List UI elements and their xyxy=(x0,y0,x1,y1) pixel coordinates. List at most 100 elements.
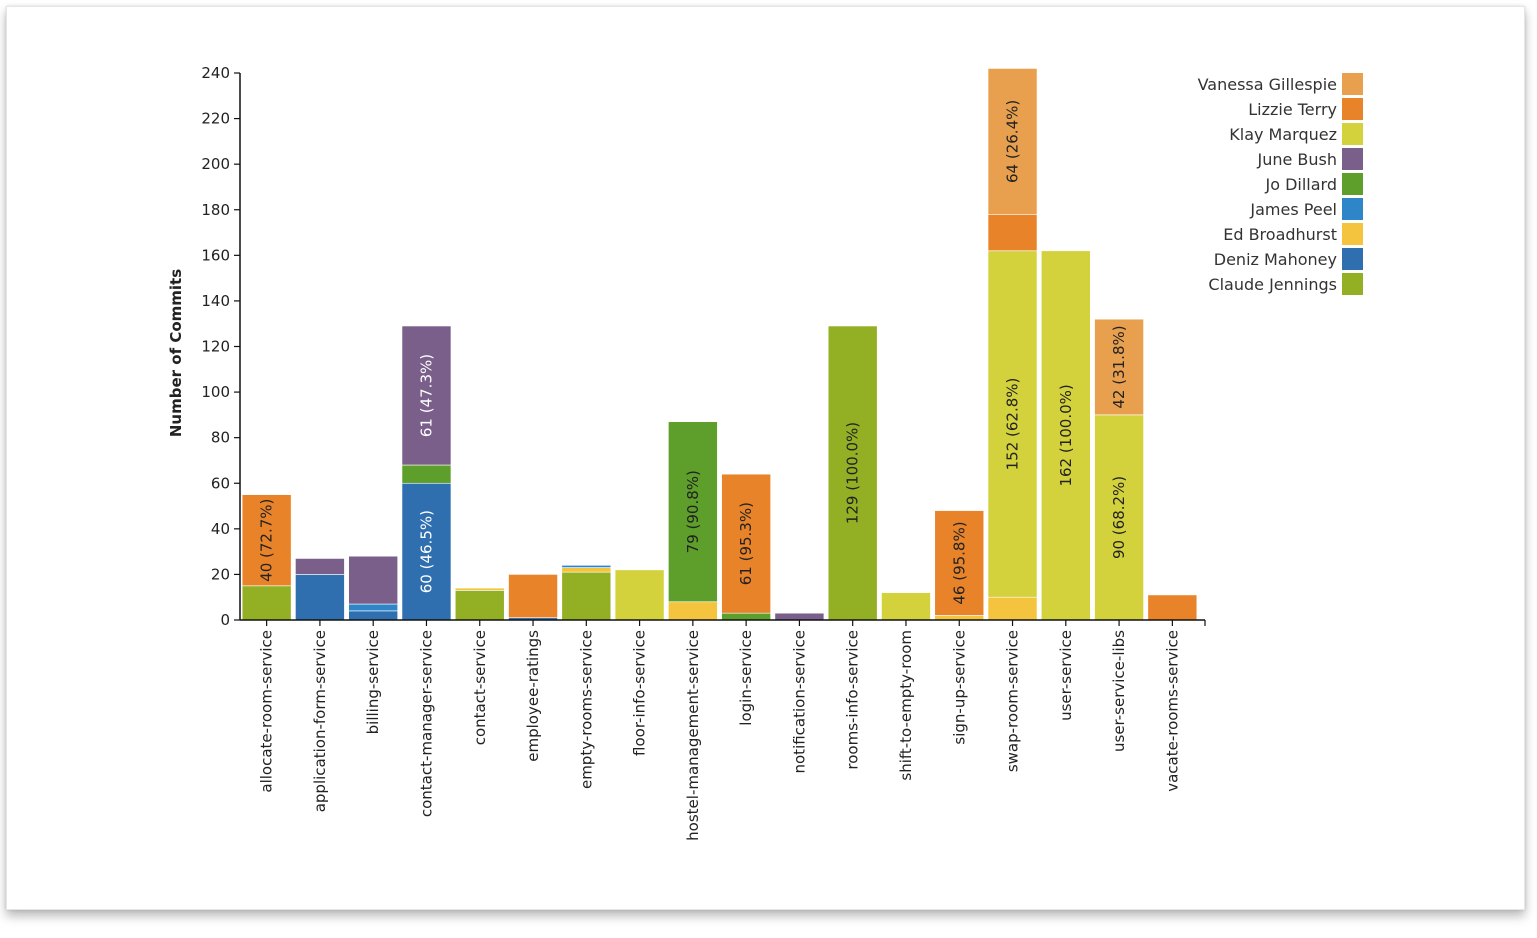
legend-item[interactable]: June Bush xyxy=(1256,148,1363,170)
x-tick-label: login-service xyxy=(737,630,755,726)
bars: Claude Jennings: 15Lizzie Terry: 40Deniz… xyxy=(241,68,1198,621)
bar-segment[interactable]: Klay Marquez: 22 xyxy=(614,569,665,621)
x-tick-label: vacate-rooms-service xyxy=(1163,630,1181,792)
bar-data-label: 42 (31.8%) xyxy=(1110,325,1128,408)
legend-item[interactable]: Claude Jennings xyxy=(1208,273,1363,295)
x-tick-label: contact-manager-service xyxy=(417,630,435,817)
y-tick-label: 80 xyxy=(211,429,230,447)
x-tick-label: notification-service xyxy=(790,630,808,774)
bar-segment[interactable]: June Bush: 61 xyxy=(401,325,452,466)
legend-item[interactable]: Jo Dillard xyxy=(1264,173,1363,195)
x-tick-label: empty-rooms-service xyxy=(577,630,595,789)
bar-segment[interactable]: Ed Broadhurst: 2 xyxy=(561,567,612,573)
x-tick-label: application-form-service xyxy=(311,630,329,812)
bar-segment[interactable]: Claude Jennings: 129 xyxy=(827,325,878,621)
legend-swatch xyxy=(1342,173,1363,195)
bar-segment[interactable]: Claude Jennings: 15 xyxy=(241,585,292,621)
bar-segment[interactable]: Ed Broadhurst: 10 xyxy=(987,596,1038,621)
y-tick-label: 60 xyxy=(211,474,230,492)
y-tick-label: 100 xyxy=(201,383,230,401)
y-tick-label: 240 xyxy=(201,64,230,82)
legend-swatch xyxy=(1342,248,1363,270)
bar-segment[interactable]: Deniz Mahoney: 4 xyxy=(348,610,399,621)
bar-segment[interactable]: June Bush: 3 xyxy=(774,612,825,621)
x-tick-label: shift-to-empty-room xyxy=(897,630,915,781)
y-tick-label: 180 xyxy=(201,201,230,219)
bar-segment[interactable]: Deniz Mahoney: 20 xyxy=(295,574,345,621)
bar-segment[interactable]: Lizzie Terry: 16 xyxy=(987,214,1038,252)
x-tick-label: employee-ratings xyxy=(524,630,542,762)
x-tick-label: sign-up-service xyxy=(950,630,968,745)
legend-label: Jo Dillard xyxy=(1264,175,1337,194)
legend-item[interactable]: Deniz Mahoney xyxy=(1214,248,1363,270)
bar-segment[interactable]: Lizzie Terry: 11 xyxy=(1147,594,1198,621)
data-labels: 40 (72.7%) 60 (46.5%) 61 (47.3%) 79 (90.8%)… xyxy=(258,100,1128,605)
bar-segment[interactable]: Claude Jennings: 13 xyxy=(454,590,505,621)
bar-segment[interactable]: Claude Jennings: 21 xyxy=(561,571,612,621)
bar-segment[interactable]: Jo Dillard: 8 xyxy=(401,464,452,484)
legend-swatch xyxy=(1342,73,1363,95)
bar-segment[interactable]: Vanessa Gillespie: 64 xyxy=(987,68,1038,215)
legend-label: Lizzie Terry xyxy=(1248,100,1337,119)
x-tick-label: allocate-room-service xyxy=(258,630,276,793)
bar-data-label: 90 (68.2%) xyxy=(1110,476,1128,559)
bar-segment[interactable]: Ed Broadhurst: 8 xyxy=(668,601,718,621)
legend-label: Claude Jennings xyxy=(1208,275,1337,294)
x-tick-label: user-service-libs xyxy=(1110,630,1128,752)
legend-item[interactable]: Vanessa Gillespie xyxy=(1198,73,1363,95)
bar-segment[interactable]: James Peel: 1 xyxy=(561,564,612,568)
legend-item[interactable]: James Peel xyxy=(1249,198,1363,220)
bar-segment[interactable]: Klay Marquez: 152 xyxy=(987,250,1038,598)
legend-item[interactable]: Klay Marquez xyxy=(1229,123,1363,145)
bar-segment[interactable]: Jo Dillard: 3 xyxy=(721,612,771,621)
x-tick-label: contact-service xyxy=(471,630,489,745)
y-tick-label: 120 xyxy=(201,338,230,356)
bar-segment[interactable]: Lizzie Terry: 40 xyxy=(241,494,292,587)
bar-data-label: 129 (100.0%) xyxy=(844,422,862,524)
legend-label: Deniz Mahoney xyxy=(1214,250,1337,269)
stacked-bar-chart: Number of Commits 0 20 40 60 80 100 120 140 160 1… xyxy=(167,64,1363,841)
x-tick-label: swap-room-service xyxy=(1004,630,1022,772)
legend-item[interactable]: Lizzie Terry xyxy=(1248,98,1363,120)
legend-swatch xyxy=(1342,148,1363,170)
bar-segment[interactable]: Klay Marquez: 12 xyxy=(881,592,931,621)
y-axis-title: Number of Commits xyxy=(167,269,185,437)
legend-label: Klay Marquez xyxy=(1229,125,1337,144)
bar-segment[interactable]: Klay Marquez: 162 xyxy=(1040,250,1091,621)
legend-item[interactable]: Ed Broadhurst xyxy=(1223,223,1363,245)
bar-segment[interactable]: Lizzie Terry: 61 xyxy=(721,473,771,614)
bar-segment[interactable]: James Peel: 3 xyxy=(348,603,399,612)
chart-card: Number of Commits 0 20 40 60 80 100 120 140 160 1… xyxy=(6,6,1525,910)
legend: Vanessa Gillespie Lizzie Terry Klay Marque… xyxy=(1198,73,1363,295)
bar-data-label: 64 (26.4%) xyxy=(1004,100,1022,183)
bar-segment[interactable]: Jo Dillard: 79 xyxy=(668,421,718,603)
y-tick-label: 220 xyxy=(201,110,230,128)
legend-swatch xyxy=(1342,223,1363,245)
bar-segment[interactable]: Klay Marquez: 90 xyxy=(1094,414,1144,621)
bar-segment[interactable]: June Bush: 21 xyxy=(348,555,399,605)
bar-segment[interactable]: Ed Broadhurst: 1 xyxy=(454,587,505,591)
legend-swatch xyxy=(1342,123,1363,145)
bar-segment[interactable]: Lizzie Terry: 46 xyxy=(934,510,985,616)
legend-swatch xyxy=(1342,273,1363,295)
bar-segment[interactable]: June Bush: 7 xyxy=(295,558,345,575)
y-tick-label: 140 xyxy=(201,292,230,310)
x-tick-label: floor-info-service xyxy=(631,630,649,756)
x-axis: allocate-room-service application-form-se… xyxy=(240,619,1206,841)
legend-swatch xyxy=(1342,198,1363,220)
legend-label: Vanessa Gillespie xyxy=(1198,75,1337,94)
x-tick-label: billing-service xyxy=(364,630,382,734)
legend-label: Ed Broadhurst xyxy=(1223,225,1337,244)
bar-data-label: 40 (72.7%) xyxy=(258,499,276,582)
y-tick-label: 0 xyxy=(220,611,230,629)
bar-data-label: 61 (95.3%) xyxy=(737,502,755,585)
legend-label: June Bush xyxy=(1256,150,1337,169)
bar-segment[interactable]: Deniz Mahoney: 60 xyxy=(401,482,452,621)
bar-segment[interactable]: Lizzie Terry: 19 xyxy=(508,574,558,619)
y-tick-label: 20 xyxy=(211,565,230,583)
bar-data-label: 46 (95.8%) xyxy=(950,521,968,604)
bar-segment[interactable]: Vanessa Gillespie: 42 xyxy=(1094,318,1144,416)
bar-data-label: 79 (90.8%) xyxy=(684,470,702,553)
bar-data-label: 60 (46.5%) xyxy=(417,510,435,593)
x-tick-label: user-service xyxy=(1057,630,1075,721)
